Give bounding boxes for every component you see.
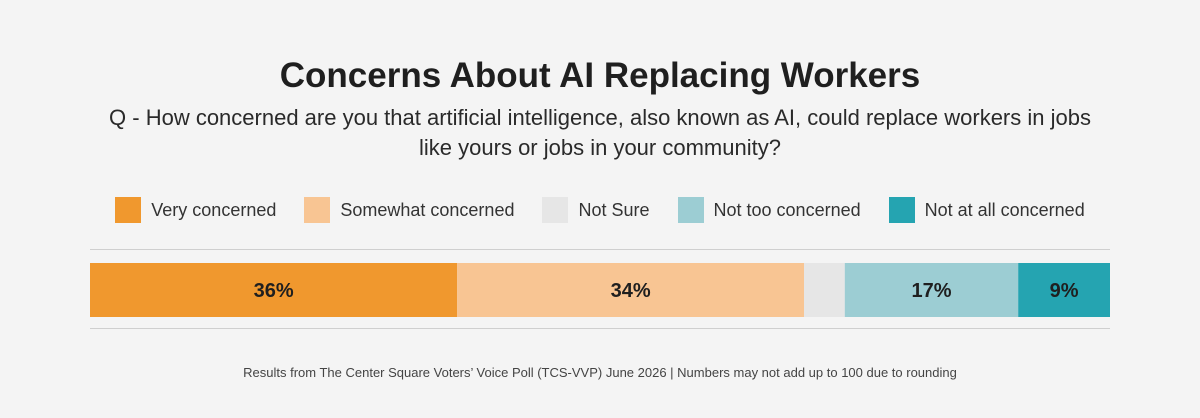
chart-title: Concerns About AI Replacing Workers xyxy=(279,56,921,95)
legend-swatch-not-sure xyxy=(542,197,569,223)
bottom-divider xyxy=(90,328,1110,329)
legend-label-very-concerned: Very concerned xyxy=(151,199,277,220)
chart-legend: Very concerned Somewhat concerned Not Sure… xyxy=(90,196,1110,224)
source-note: Results from The Center Square Voters’ V… xyxy=(243,365,957,380)
bar-segment-very-concerned xyxy=(90,263,458,317)
chart-subtitle: Q - How concerned are you that artificia… xyxy=(109,105,1091,160)
data-label-not-at-all-concerned: 9% xyxy=(1050,280,1079,302)
legend-label-not-at-all-concerned: Not at all concerned xyxy=(924,199,1085,220)
stacked-bar: 36% 34% 17% 9% xyxy=(90,263,1110,317)
data-label-very-concerned: 36% xyxy=(254,280,294,302)
stacked-bar-svg: 36% 34% 17% 9% xyxy=(90,263,1110,317)
bar-segment-not-too-concerned xyxy=(844,263,1019,317)
legend-label-not-sure: Not Sure xyxy=(578,199,650,220)
legend-item-very-concerned: Very concerned xyxy=(115,197,276,223)
legend-item-not-too-concerned: Not too concerned xyxy=(677,197,861,223)
data-label-somewhat-concerned: 34% xyxy=(611,280,651,302)
legend-swatch-somewhat-concerned xyxy=(304,197,331,223)
legend-swatch-not-too-concerned xyxy=(677,197,704,223)
legend-swatch-very-concerned xyxy=(115,197,142,223)
legend-label-somewhat-concerned: Somewhat concerned xyxy=(340,199,515,220)
legend-item-not-at-all-concerned: Not at all concerned xyxy=(888,197,1085,223)
legend-swatch-not-at-all-concerned xyxy=(888,197,915,223)
legend-item-somewhat-concerned: Somewhat concerned xyxy=(304,197,514,223)
bar-segment-not-sure xyxy=(804,263,845,317)
top-divider xyxy=(90,249,1110,250)
bar-segment-not-at-all-concerned xyxy=(1018,263,1110,317)
legend-label-not-too-concerned: Not too concerned xyxy=(713,199,861,220)
legend-item-not-sure: Not Sure xyxy=(542,197,650,223)
data-label-not-too-concerned: 17% xyxy=(911,280,951,302)
bar-segment-somewhat-concerned xyxy=(457,263,804,317)
